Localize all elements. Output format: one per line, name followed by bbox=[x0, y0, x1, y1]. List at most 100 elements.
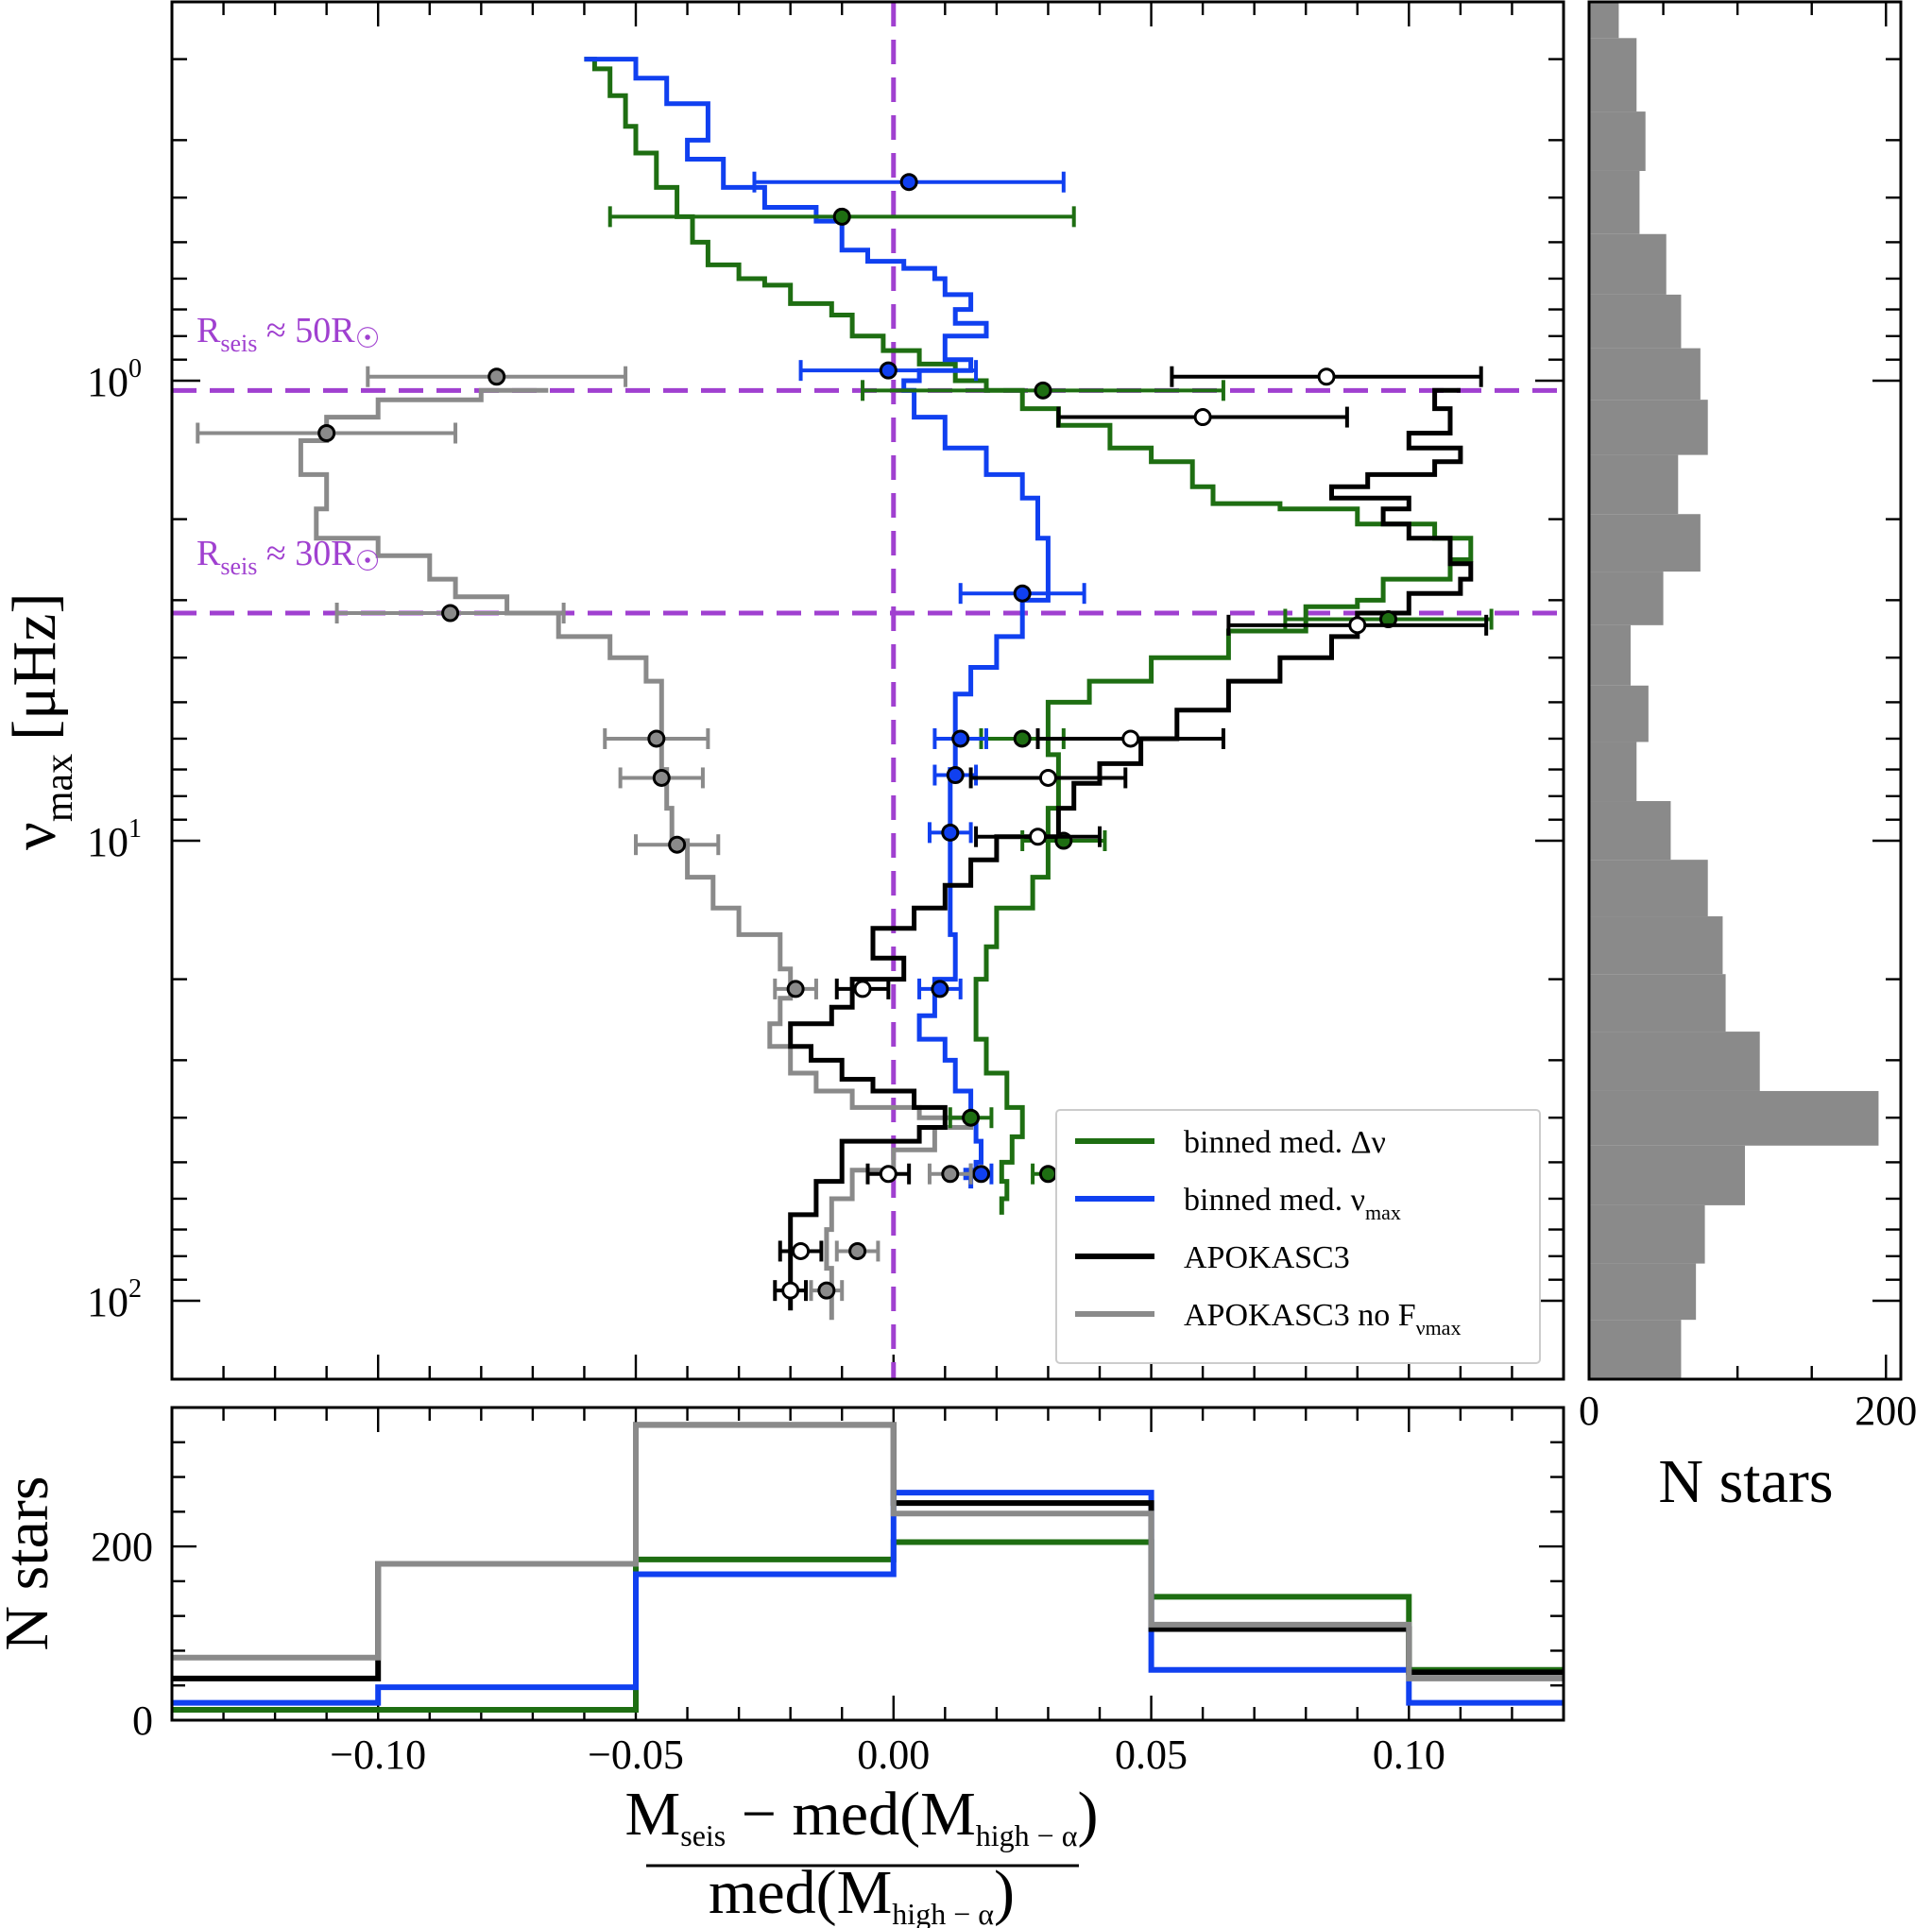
data-point-gray bbox=[668, 835, 687, 854]
series-line-blue bbox=[584, 57, 1051, 1189]
histogram-bar bbox=[1589, 294, 1682, 349]
histogram-bar bbox=[1589, 974, 1726, 1032]
main-series bbox=[298, 57, 1474, 1321]
main-frame bbox=[170, 0, 1565, 1381]
data-point-blue bbox=[931, 980, 949, 998]
legend-items: binned med. Δν binned med. νmax APOKASC3 AP… bbox=[1075, 1125, 1461, 1339]
histogram-bar bbox=[1589, 38, 1637, 112]
y-tick-label: 100 bbox=[87, 354, 142, 405]
bottom-y-axis-label: N stars bbox=[0, 1476, 61, 1650]
data-point-black bbox=[1193, 408, 1212, 427]
data-point-gray bbox=[647, 729, 666, 748]
legend-label: binned med. Δν bbox=[1184, 1125, 1386, 1160]
legend-box bbox=[1055, 1109, 1541, 1364]
histogram-bar bbox=[1589, 1032, 1760, 1091]
x-label-numerator: Mseis − med(Mhigh − α) bbox=[625, 1780, 1099, 1852]
x-axis-label: Mseis − med(Mhigh − α) med(Mhigh − α) bbox=[625, 1780, 1099, 1928]
data-point-black bbox=[792, 1241, 811, 1260]
histogram-bar bbox=[1589, 742, 1637, 802]
x-tick-label: 0.10 bbox=[1373, 1732, 1445, 1778]
series-line-green bbox=[584, 57, 1474, 1215]
right-panel: 0 200 N stars bbox=[1579, 0, 1917, 1516]
bottom-x-tick-labels: −0.10 −0.05 0.00 0.05 0.10 bbox=[330, 1732, 1445, 1778]
histogram-bar bbox=[1589, 233, 1667, 295]
annotation-r30: Rseis ≈ 30R☉ bbox=[197, 534, 380, 580]
data-point-blue bbox=[941, 823, 960, 842]
series-line-gray bbox=[298, 387, 974, 1321]
bottom-panel: 0 200 −0.10 −0.05 0.00 0.05 0.10 N stars Msei… bbox=[0, 1406, 1565, 1928]
histogram-bar bbox=[1589, 685, 1649, 742]
right-x-tick-labels: 0 200 bbox=[1579, 1388, 1917, 1434]
data-point-gray bbox=[441, 604, 460, 623]
data-point-blue bbox=[1013, 584, 1032, 603]
bottom-series bbox=[172, 1422, 1564, 1713]
histogram-bar bbox=[1589, 400, 1708, 455]
histogram-bar bbox=[1589, 514, 1701, 572]
data-point-black bbox=[1317, 367, 1336, 386]
histogram-bar bbox=[1589, 2, 1619, 39]
series-line-black bbox=[788, 387, 1474, 1311]
y-tick-label: 102 bbox=[87, 1274, 142, 1325]
data-point-green bbox=[832, 207, 851, 226]
histogram-bar bbox=[1589, 111, 1646, 171]
data-point-blue bbox=[899, 173, 918, 192]
data-point-gray bbox=[487, 367, 506, 386]
y-axis-label: νmax[μHz] bbox=[0, 593, 81, 850]
data-point-black bbox=[1121, 729, 1140, 748]
legend-label: binned med. νmax bbox=[1184, 1183, 1401, 1224]
x-label-denominator: med(Mhigh − α) bbox=[709, 1858, 1015, 1928]
histogram-bar bbox=[1589, 348, 1701, 401]
histogram-bar bbox=[1589, 1263, 1697, 1321]
histogram-bar bbox=[1589, 801, 1671, 861]
histogram-bar bbox=[1589, 1204, 1705, 1264]
x-tick-label: 0.05 bbox=[1115, 1732, 1188, 1778]
data-point-black bbox=[853, 980, 872, 998]
data-point-blue bbox=[972, 1165, 991, 1184]
main-markers bbox=[196, 171, 1494, 1302]
data-point-black bbox=[1029, 828, 1048, 846]
main-panel: Rseis ≈ 50R☉ Rseis ≈ 30R☉ 100 101 102 νmax… bbox=[0, 0, 1565, 1381]
data-point-blue bbox=[879, 361, 898, 380]
x-tick-label: 0 bbox=[1579, 1388, 1599, 1434]
data-point-black bbox=[781, 1281, 800, 1300]
annotation-r50: Rseis ≈ 50R☉ bbox=[197, 311, 380, 357]
histogram-bar bbox=[1589, 1320, 1682, 1379]
x-tick-label: −0.05 bbox=[588, 1732, 684, 1778]
bottom-y-tick-labels: 0 200 bbox=[91, 1524, 153, 1744]
data-point-gray bbox=[941, 1165, 960, 1184]
right-x-axis-label: N stars bbox=[1658, 1447, 1833, 1516]
data-point-black bbox=[1348, 616, 1367, 635]
data-point-blue bbox=[951, 729, 970, 748]
data-point-gray bbox=[786, 980, 805, 998]
x-tick-label: −0.10 bbox=[330, 1732, 426, 1778]
data-point-black bbox=[879, 1165, 898, 1184]
data-point-gray bbox=[652, 768, 671, 787]
histogram-bar bbox=[1589, 1378, 1693, 1379]
data-point-blue bbox=[946, 766, 965, 785]
histogram-bar bbox=[1589, 170, 1640, 234]
data-point-gray bbox=[317, 423, 336, 442]
legend-label: APOKASC3 bbox=[1184, 1240, 1350, 1275]
right-histogram-bars bbox=[1589, 2, 1879, 1379]
data-point-green bbox=[962, 1108, 981, 1127]
data-point-gray bbox=[848, 1241, 867, 1260]
step-histogram-gray bbox=[172, 1422, 1564, 1681]
histogram-bar bbox=[1589, 454, 1679, 515]
y-tick-label: 0 bbox=[132, 1698, 153, 1744]
legend-label: APOKASC3 no Fνmax bbox=[1184, 1298, 1461, 1339]
data-point-green bbox=[1013, 729, 1032, 748]
y-tick-label: 200 bbox=[91, 1524, 153, 1570]
histogram-bar bbox=[1589, 572, 1664, 625]
histogram-bar bbox=[1589, 916, 1723, 975]
bottom-frame bbox=[170, 1406, 1565, 1722]
main-y-tick-labels: 100 101 102 bbox=[87, 354, 142, 1325]
right-frame bbox=[1587, 0, 1903, 1381]
data-point-green bbox=[1038, 1165, 1057, 1184]
data-point-gray bbox=[817, 1281, 836, 1300]
histogram-bar bbox=[1589, 624, 1631, 686]
x-tick-label: 200 bbox=[1855, 1388, 1917, 1434]
histogram-bar bbox=[1589, 1090, 1879, 1146]
y-tick-label: 101 bbox=[87, 814, 142, 865]
data-point-green bbox=[1034, 381, 1052, 400]
